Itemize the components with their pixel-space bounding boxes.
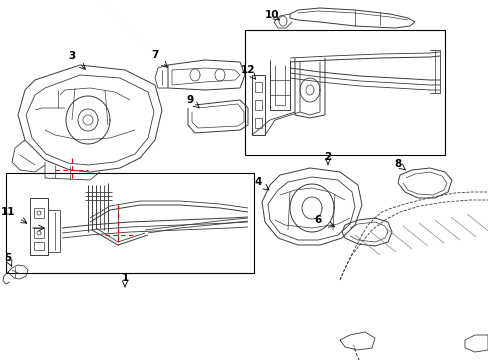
Text: 10: 10 — [264, 10, 279, 20]
Text: 6: 6 — [314, 215, 321, 225]
Bar — [6, 173, 253, 273]
Text: 5: 5 — [4, 253, 12, 263]
Text: 2: 2 — [324, 152, 331, 162]
Text: 9: 9 — [186, 95, 193, 105]
Text: 11: 11 — [1, 207, 15, 217]
Text: 12: 12 — [240, 65, 255, 75]
Bar — [244, 30, 444, 155]
Text: 8: 8 — [393, 159, 401, 169]
Text: 4: 4 — [254, 177, 261, 187]
Text: 3: 3 — [68, 51, 76, 61]
Text: 1: 1 — [121, 273, 128, 283]
Text: 7: 7 — [151, 50, 159, 60]
